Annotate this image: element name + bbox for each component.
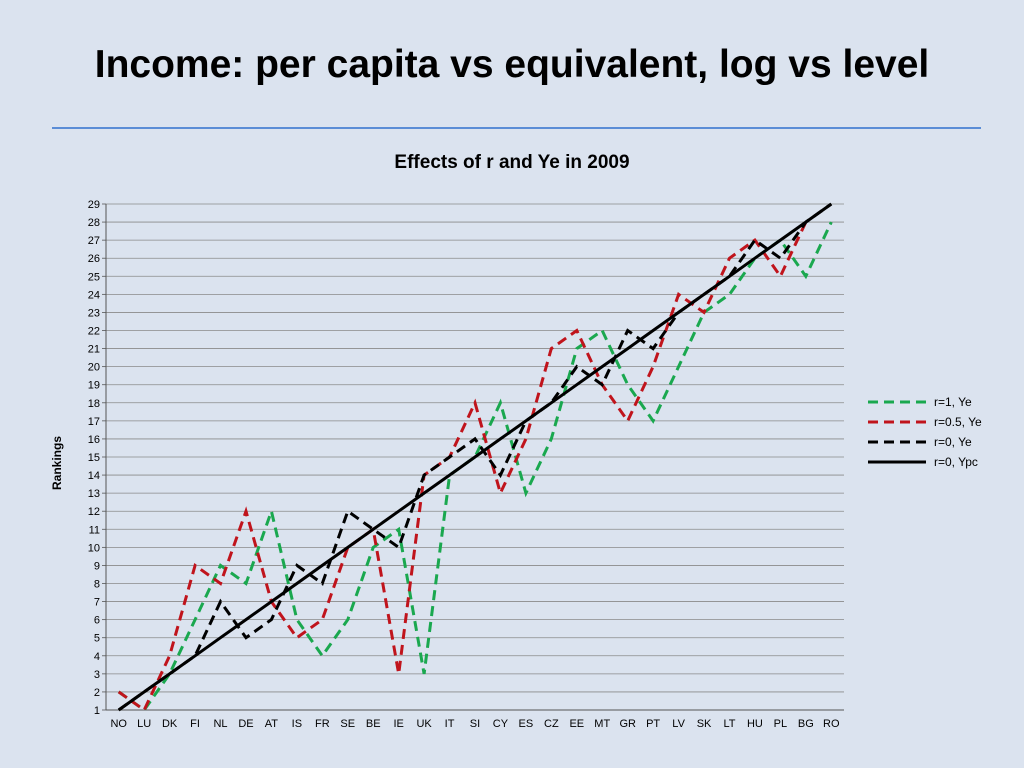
x-tick-label: NO	[110, 718, 127, 730]
x-tick-label: IE	[393, 718, 403, 730]
x-tick-label: BG	[798, 718, 814, 730]
x-tick-label: AT	[265, 718, 279, 730]
y-tick-label: 13	[88, 488, 100, 500]
y-tick-label: 7	[94, 597, 100, 609]
y-tick-label: 5	[94, 633, 100, 645]
y-tick-label: 14	[88, 470, 100, 482]
y-tick-label: 11	[89, 524, 100, 536]
y-tick-label: 3	[94, 669, 100, 681]
y-tick-label: 28	[88, 217, 100, 229]
x-tick-label: CY	[493, 718, 509, 730]
y-tick-labels: 1234567891011121314151617181920212223242…	[88, 199, 100, 717]
x-tick-label: PT	[646, 718, 660, 730]
series-line-0	[117, 221, 833, 713]
y-tick-label: 26	[88, 253, 100, 265]
legend-label-2: r=0, Ye	[934, 435, 972, 449]
x-tick-label: BE	[366, 718, 381, 730]
x-tick-label: DK	[162, 718, 178, 730]
x-tick-label: SK	[697, 718, 712, 730]
y-tick-label: 23	[88, 307, 100, 319]
x-tick-label: ES	[519, 718, 534, 730]
title-divider	[52, 127, 981, 129]
y-tick-label: 8	[94, 579, 100, 591]
y-tick-label: 6	[94, 615, 100, 627]
y-tick-label: 12	[88, 506, 100, 518]
axes	[105, 204, 844, 711]
x-tick-label: NL	[213, 718, 227, 730]
y-tick-label: 21	[88, 344, 100, 356]
y-tick-label: 20	[88, 362, 100, 374]
legend-label-0: r=1, Ye	[934, 395, 972, 409]
series-lines	[117, 202, 833, 713]
y-tick-label: 24	[88, 289, 100, 301]
x-tick-label: FI	[190, 718, 200, 730]
x-tick-label: RO	[823, 718, 840, 730]
x-tick-label: EE	[569, 718, 584, 730]
x-tick-label: IT	[445, 718, 455, 730]
legend: r=1, Ye r=0.5, Ye r=0, Ye r=0, Ypc	[868, 395, 982, 469]
legend-label-3: r=0, Ypc	[934, 455, 978, 469]
y-tick-label: 29	[88, 199, 100, 211]
x-tick-label: LT	[723, 718, 735, 730]
x-tick-label: PL	[774, 718, 787, 730]
x-tick-label: DE	[238, 718, 253, 730]
x-tick-label: SI	[470, 718, 480, 730]
x-tick-label: CZ	[544, 718, 559, 730]
y-tick-label: 17	[88, 416, 100, 428]
x-tick-labels: NO LU DK FI NL DE AT IS FR SE BE IE UK IT SI CY ES CZ EE MT…	[110, 718, 839, 730]
x-tick-label: UK	[416, 718, 432, 730]
y-tick-label: 1	[94, 705, 100, 717]
y-tick-label: 18	[88, 398, 100, 410]
y-tick-label: 10	[88, 542, 100, 554]
y-tick-label: 25	[88, 271, 100, 283]
x-tick-label: GR	[619, 718, 636, 730]
x-tick-label: HU	[747, 718, 763, 730]
x-tick-label: LV	[672, 718, 685, 730]
x-tick-label: MT	[594, 718, 610, 730]
slide-title: Income: per capita vs equivalent, log vs…	[94, 43, 930, 86]
y-tick-label: 9	[94, 560, 100, 572]
y-tick-label: 22	[88, 326, 100, 338]
chart-title: Effects of r and Ye in 2009	[394, 152, 629, 173]
x-tick-label: SE	[340, 718, 355, 730]
y-tick-label: 19	[88, 380, 100, 392]
y-axis-label: Rankings	[50, 436, 64, 490]
legend-label-1: r=0.5, Ye	[934, 415, 982, 429]
y-tick-label: 16	[88, 434, 100, 446]
y-tick-label: 2	[94, 687, 100, 699]
x-tick-label: FR	[315, 718, 330, 730]
y-tick-label: 4	[94, 651, 100, 663]
y-tick-label: 15	[88, 452, 100, 464]
x-tick-label: LU	[137, 718, 151, 730]
x-tick-label: IS	[292, 718, 302, 730]
series-line-3	[117, 202, 833, 712]
y-tick-label: 27	[88, 235, 100, 247]
